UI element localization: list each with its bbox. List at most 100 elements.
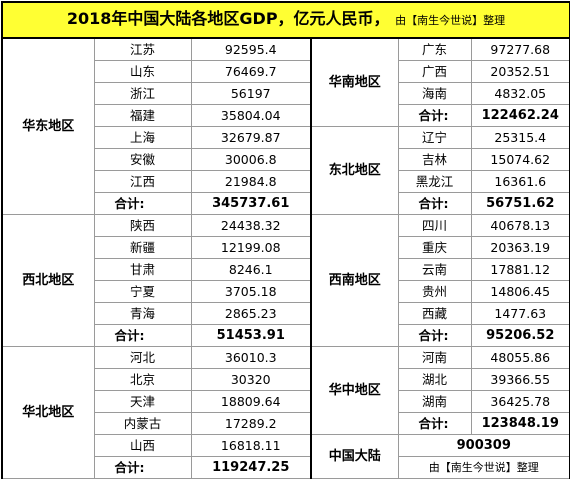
gdp-value: 20363.19 xyxy=(470,236,570,259)
province: 甘肃 xyxy=(93,258,192,281)
region: 华南地区 xyxy=(310,37,399,127)
province: 广东 xyxy=(397,37,472,61)
gdp-value: 36010.3 xyxy=(190,346,312,369)
total-label: 合计: xyxy=(397,192,472,215)
province: 云南 xyxy=(397,258,472,281)
gdp-value: 1477.63 xyxy=(470,302,570,325)
province: 山西 xyxy=(93,434,192,457)
province: 上海 xyxy=(93,126,192,149)
province: 山东 xyxy=(93,60,192,83)
province: 湖北 xyxy=(397,368,472,391)
total-label: 合计: xyxy=(93,192,192,215)
gdp-value: 25315.4 xyxy=(470,126,570,149)
table-row: 上海 32679.87 东北地区 辽宁 25315.4 xyxy=(2,126,570,215)
province: 黑龙江 xyxy=(397,170,472,193)
province: 天津 xyxy=(93,390,192,413)
region: 中国大陆 xyxy=(310,434,399,479)
total-label: 合计: xyxy=(397,104,472,127)
province: 浙江 xyxy=(93,82,192,105)
gdp-value: 76469.7 xyxy=(190,60,312,83)
region: 东北地区 xyxy=(310,126,399,215)
total-value: 123848.19 xyxy=(470,412,570,435)
table-row: 天津 18809.64 湖南 36425.78 xyxy=(2,390,570,413)
note: 由【南生今世说】整理 xyxy=(397,456,570,479)
credit: 由【南生今世说】整理 xyxy=(395,14,506,27)
province: 海南 xyxy=(397,82,472,105)
region: 华东地区 xyxy=(1,37,95,215)
province: 宁夏 xyxy=(93,280,192,303)
gdp-value: 16361.6 xyxy=(470,170,570,193)
province: 河北 xyxy=(93,346,192,369)
province: 广西 xyxy=(397,60,472,83)
title-cell: 2018年中国大陆各地区GDP，亿元人民币， 由【南生今世说】整理 xyxy=(0,1,570,39)
national-total: 900309 xyxy=(397,434,570,457)
total-label: 合计: xyxy=(93,456,192,479)
province: 辽宁 xyxy=(397,126,472,149)
table-row: 青海 2865.23 西藏 1477.63 xyxy=(2,302,570,325)
gdp-value: 17289.2 xyxy=(190,412,312,435)
province: 福建 xyxy=(93,104,192,127)
table-row: 江西 21984.8 黑龙江 16361.6 xyxy=(2,170,570,193)
table-row: 山东 76469.7 广西 20352.51 xyxy=(2,60,570,83)
gdp-value: 30320 xyxy=(190,368,312,391)
province: 陕西 xyxy=(93,214,192,237)
province: 安徽 xyxy=(93,148,192,171)
gdp-value: 20352.51 xyxy=(470,60,570,83)
province: 北京 xyxy=(93,368,192,391)
region: 华北地区 xyxy=(1,346,95,479)
province: 江西 xyxy=(93,170,192,193)
province: 贵州 xyxy=(397,280,472,303)
table-row: 宁夏 3705.18 贵州 14806.45 xyxy=(2,280,570,303)
table-row: 山西 16818.11 中国大陆 900309 xyxy=(2,434,570,479)
gdp-value: 17881.12 xyxy=(470,258,570,281)
title: 2018年中国大陆各地区GDP，亿元人民币， xyxy=(66,9,390,28)
province: 四川 xyxy=(397,214,472,237)
table-row: 合计: 119247.25 由【南生今世说】整理 xyxy=(2,456,570,479)
province: 西藏 xyxy=(397,302,472,325)
total-value: 345737.61 xyxy=(190,192,312,215)
total-value: 51453.91 xyxy=(190,324,312,347)
gdp-value: 21984.8 xyxy=(190,170,312,193)
title-row: 2018年中国大陆各地区GDP，亿元人民币， 由【南生今世说】整理 xyxy=(0,1,570,39)
gdp-value: 15074.62 xyxy=(470,148,570,171)
table-row: 华北地区 河北 36010.3 华中地区 河南 48055.86 xyxy=(1,346,570,479)
gdp-value: 32679.87 xyxy=(190,126,312,149)
gdp-value: 40678.13 xyxy=(470,214,570,237)
province: 湖南 xyxy=(397,390,472,413)
province: 重庆 xyxy=(397,236,472,259)
total-value: 95206.52 xyxy=(470,324,570,347)
total-label: 合计: xyxy=(397,412,472,435)
province: 河南 xyxy=(397,346,472,369)
region: 西北地区 xyxy=(1,214,95,347)
gdp-value: 18809.64 xyxy=(190,390,312,413)
gdp-value: 97277.68 xyxy=(470,37,570,61)
gdp-value: 14806.45 xyxy=(470,280,570,303)
gdp-value: 2865.23 xyxy=(190,302,312,325)
table-row: 安徽 30006.8 吉林 15074.62 xyxy=(2,148,570,171)
gdp-value: 8246.1 xyxy=(190,258,312,281)
total-value: 119247.25 xyxy=(190,456,312,479)
table-row: 西北地区 陕西 24438.32 西南地区 四川 40678.13 xyxy=(1,214,570,347)
table-row: 华东地区 江苏 92595.4 华南地区 广东 97277.68 xyxy=(1,37,570,215)
table-row: 甘肃 8246.1 云南 17881.12 xyxy=(2,258,570,281)
gdp-value: 36425.78 xyxy=(470,390,570,413)
province: 吉林 xyxy=(397,148,472,171)
province: 新疆 xyxy=(93,236,192,259)
gdp-value: 4832.05 xyxy=(470,82,570,105)
table-row: 福建 35804.04 合计: 122462.24 xyxy=(2,104,570,127)
gdp-value: 16818.11 xyxy=(190,434,312,457)
total-label: 合计: xyxy=(397,324,472,347)
province: 青海 xyxy=(93,302,192,325)
total-value: 122462.24 xyxy=(470,104,570,127)
gdp-value: 24438.32 xyxy=(190,214,312,237)
gdp-value: 3705.18 xyxy=(190,280,312,303)
gdp-value: 30006.8 xyxy=(190,148,312,171)
province: 江苏 xyxy=(93,37,192,61)
total-label: 合计: xyxy=(93,324,192,347)
gdp-value: 35804.04 xyxy=(190,104,312,127)
province: 内蒙古 xyxy=(93,412,192,435)
region: 华中地区 xyxy=(310,346,399,435)
total-value: 56751.62 xyxy=(470,192,570,215)
